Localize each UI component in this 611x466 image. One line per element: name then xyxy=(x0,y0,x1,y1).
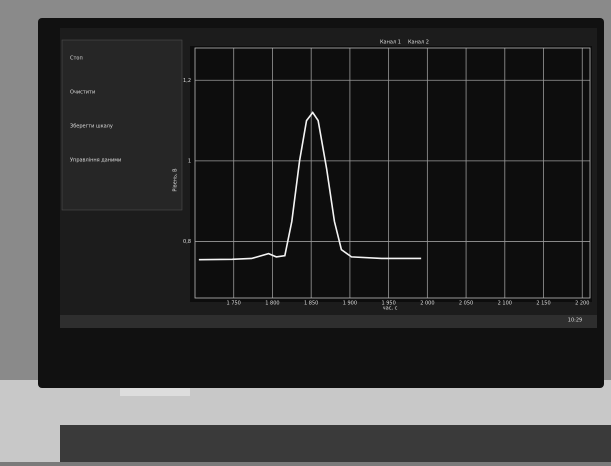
legend-1: Канал 1 xyxy=(380,40,401,46)
clock: 10:29 xyxy=(568,318,582,324)
legend-2: Канал 2 xyxy=(408,40,429,46)
x-tick-label: 1 800 xyxy=(265,301,279,307)
keyboard xyxy=(60,425,611,462)
plot-frame xyxy=(194,47,591,299)
panel-label: Управління даними xyxy=(70,158,121,164)
x-tick-label: 1 900 xyxy=(343,301,357,307)
data-line xyxy=(198,111,422,261)
x-tick-label: 2 200 xyxy=(575,301,589,307)
x-tick-label: 1 950 xyxy=(381,301,395,307)
panel-label: Зберегти шкалу xyxy=(70,124,113,130)
x-tick-label: 1 750 xyxy=(227,301,241,307)
panel-label: Стоп xyxy=(70,56,83,62)
plot-area xyxy=(190,46,592,302)
y-axis-label: Рівень, В xyxy=(173,168,179,192)
y-tick-label: 1,2 xyxy=(183,78,191,84)
x-tick-label: 1 850 xyxy=(304,301,318,307)
x-tick-label: 2 000 xyxy=(420,301,434,307)
taskbar xyxy=(60,315,597,328)
y-tick-label: 0,8 xyxy=(183,239,191,245)
x-tick-label: 2 100 xyxy=(498,301,512,307)
y-tick-label: 1 xyxy=(188,158,191,164)
x-tick-label: 2 150 xyxy=(536,301,550,307)
panel-label: Очистити xyxy=(70,90,95,96)
x-tick-label: 2 050 xyxy=(459,301,473,307)
sticker xyxy=(120,388,190,396)
x-axis-label: час, с xyxy=(383,306,398,312)
side-panel xyxy=(61,39,183,211)
